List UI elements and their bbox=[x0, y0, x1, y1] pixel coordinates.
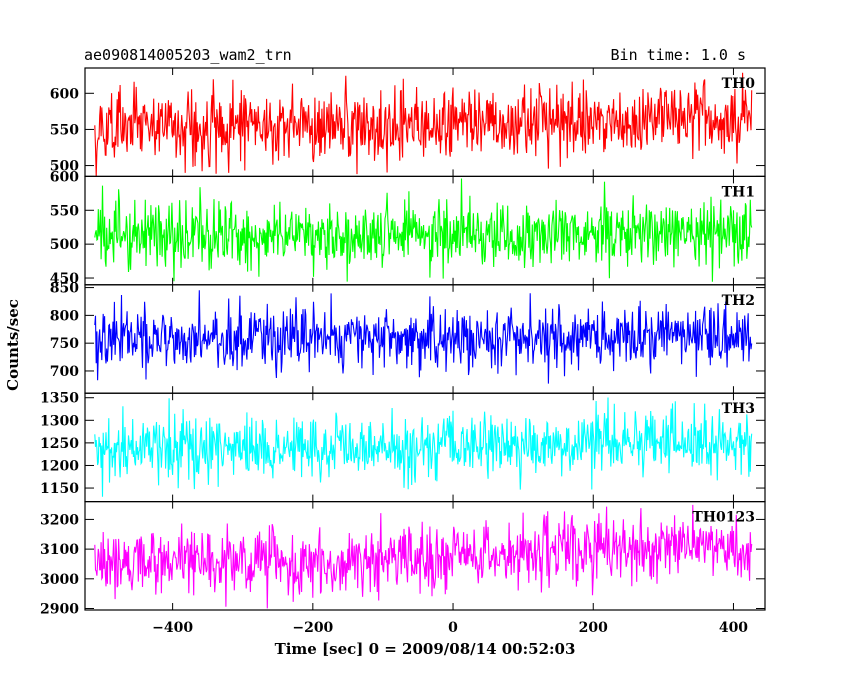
panel-label-th3: TH3 bbox=[722, 401, 755, 417]
x-tick-label: 0 bbox=[448, 620, 458, 636]
bin-time-label: Bin time: 1.0 s bbox=[611, 46, 746, 64]
y-tick-label: 550 bbox=[50, 203, 79, 219]
y-tick-label: 500 bbox=[50, 237, 79, 253]
y-tick-label: 700 bbox=[50, 364, 79, 380]
y-tick-label: 550 bbox=[50, 122, 79, 138]
panel-label-th0: TH0 bbox=[722, 76, 756, 92]
panels-group: 500 550 600 TH0 450 500 550 600 TH1 700 750 800 850 T… bbox=[40, 67, 766, 636]
series-line-th0 bbox=[94, 72, 753, 177]
panel-label-th2: TH2 bbox=[722, 293, 755, 309]
x-tick-label: 400 bbox=[719, 620, 748, 636]
y-tick-label: 1300 bbox=[40, 413, 79, 429]
panel-label-th0123: TH0123 bbox=[692, 510, 755, 526]
series-line-th1 bbox=[94, 178, 753, 282]
panel-frame-th0123 bbox=[84, 501, 766, 611]
y-tick-label: 1350 bbox=[40, 391, 79, 407]
series-line-th2 bbox=[94, 290, 753, 384]
y-tick-label: 1200 bbox=[40, 458, 79, 474]
chart-title: ae090814005203_wam2_trn bbox=[84, 46, 292, 64]
y-tick-label: 500 bbox=[50, 159, 79, 175]
panel-frame-th3 bbox=[84, 392, 766, 503]
panel-label-th1: TH1 bbox=[722, 184, 755, 200]
y-tick-label: 850 bbox=[50, 281, 79, 297]
y-tick-label: 1150 bbox=[40, 481, 79, 497]
y-tick-label: 750 bbox=[50, 336, 79, 352]
y-tick-label: 450 bbox=[50, 271, 79, 287]
y-tick-label: 600 bbox=[50, 169, 79, 185]
y-tick-label: 3000 bbox=[40, 572, 79, 588]
y-tick-label: 1250 bbox=[40, 436, 79, 452]
series-line-th3 bbox=[94, 397, 753, 497]
y-tick-label: 800 bbox=[50, 308, 79, 324]
y-tick-label: 600 bbox=[50, 86, 79, 102]
y-tick-label: 2900 bbox=[40, 602, 79, 618]
series-line-th0123 bbox=[94, 504, 753, 609]
y-tick-label: 3100 bbox=[40, 542, 79, 558]
y-tick-label: 3200 bbox=[40, 512, 79, 528]
x-axis-label: Time [sec] 0 = 2009/08/14 00:52:03 bbox=[275, 640, 576, 658]
x-tick-label: 200 bbox=[579, 620, 608, 636]
x-tick-label: −400 bbox=[152, 620, 193, 636]
x-tick-label: −200 bbox=[292, 620, 333, 636]
y-axis-label: Counts/sec bbox=[4, 299, 22, 391]
